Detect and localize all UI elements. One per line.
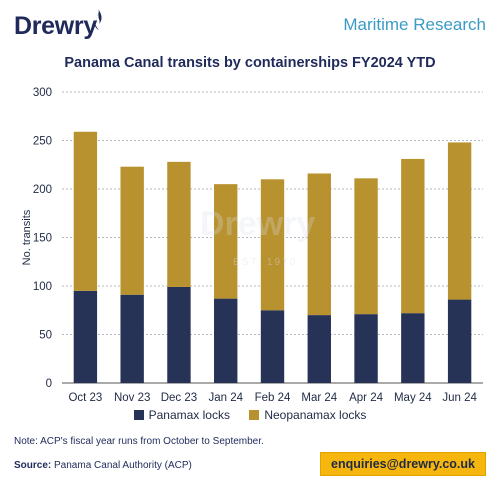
- bar-neopanamax: [214, 184, 238, 299]
- bar-panamax: [401, 313, 425, 383]
- x-tick-label: Mar 24: [301, 392, 337, 404]
- bar-neopanamax: [120, 166, 144, 295]
- bar-neopanamax: [307, 173, 331, 316]
- x-tick-label: Apr 24: [349, 392, 383, 404]
- contact-email-link[interactable]: enquiries@drewry.co.uk: [320, 452, 486, 476]
- legend-item-panamax: Panamax locks: [133, 408, 230, 422]
- x-tick-label: Dec 23: [161, 392, 197, 404]
- y-tick-label: 150: [33, 233, 52, 245]
- brand-tagline: Maritime Research: [343, 15, 486, 34]
- x-tick-label: Feb 24: [255, 392, 291, 404]
- bar-panamax: [307, 315, 331, 383]
- y-tick-label: 300: [33, 87, 52, 99]
- bar-panamax: [214, 298, 238, 383]
- bar-panamax: [167, 286, 191, 383]
- y-tick-label: 250: [33, 136, 52, 148]
- x-tick-label: Jan 24: [208, 392, 243, 404]
- x-tick-label: Oct 23: [68, 392, 102, 404]
- legend-label-panamax: Panamax locks: [148, 408, 230, 422]
- x-tick-label: Nov 23: [114, 392, 150, 404]
- bar-neopanamax: [447, 142, 472, 300]
- source-line: Source: Panama Canal Authority (ACP): [14, 460, 192, 471]
- y-axis-label: No. transits: [21, 209, 33, 265]
- x-tick-label: May 24: [394, 392, 432, 404]
- legend-swatch-panamax: [133, 410, 144, 420]
- bar-panamax: [260, 310, 285, 383]
- y-tick-label: 0: [46, 378, 52, 390]
- y-tick-label: 100: [33, 281, 52, 293]
- bar-neopanamax: [354, 178, 378, 315]
- bar-panamax: [73, 290, 98, 383]
- bar-neopanamax: [73, 131, 98, 291]
- drewry-logo: Drewry: [14, 12, 97, 40]
- flame-icon: [94, 9, 102, 30]
- legend-swatch-neopanamax: [249, 410, 260, 420]
- footnote: Note: ACP's fiscal year runs from Octobe…: [14, 436, 264, 447]
- bar-neopanamax: [401, 158, 425, 314]
- y-tick-label: 200: [33, 184, 52, 196]
- bar-neopanamax: [167, 161, 191, 287]
- bar-neopanamax: [260, 179, 285, 311]
- source-label: Source:: [14, 460, 52, 471]
- legend-item-neopanamax: Neopanamax locks: [249, 408, 366, 422]
- x-tick-label: Jun 24: [442, 392, 477, 404]
- legend-label-neopanamax: Neopanamax locks: [264, 408, 367, 422]
- y-tick-label: 50: [39, 330, 52, 342]
- bar-panamax: [354, 314, 378, 383]
- bar-panamax: [447, 299, 472, 383]
- bar-panamax: [120, 294, 144, 383]
- chart-legend: Panamax locks Neopanamax locks: [0, 408, 500, 423]
- chart-title: Panama Canal transits by containerships …: [64, 55, 436, 71]
- source-text: Panama Canal Authority (ACP): [54, 460, 192, 471]
- stacked-bar-chart: 0 50 100 150 200 250 300 No. transits Oct 23 Nov …: [21, 87, 483, 404]
